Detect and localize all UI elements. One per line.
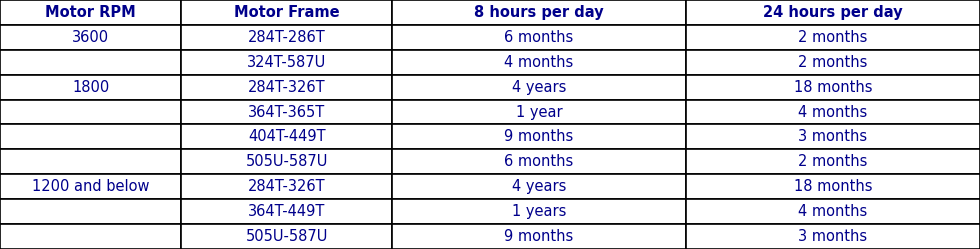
Bar (181, 75, 392, 100)
Bar (686, 75, 980, 100)
Text: 284T-326T: 284T-326T (248, 80, 325, 95)
Bar (0, 174, 181, 199)
Bar (0, 0, 181, 25)
Text: 364T-449T: 364T-449T (248, 204, 325, 219)
Text: 505U-587U: 505U-587U (245, 154, 328, 169)
Bar (392, 25, 686, 50)
Text: 3 months: 3 months (799, 229, 867, 244)
Text: 9 months: 9 months (505, 129, 573, 144)
Text: 364T-365T: 364T-365T (248, 105, 325, 120)
Bar (0, 50, 181, 75)
Bar (181, 124, 392, 149)
Bar (392, 50, 686, 75)
Bar (0, 25, 181, 50)
Text: 1800: 1800 (72, 80, 110, 95)
Text: 2 months: 2 months (799, 30, 867, 45)
Bar (686, 124, 980, 149)
Text: 404T-449T: 404T-449T (248, 129, 325, 144)
Bar (181, 50, 392, 75)
Bar (686, 224, 980, 249)
Text: 4 months: 4 months (505, 55, 573, 70)
Text: Motor RPM: Motor RPM (45, 5, 136, 20)
Text: 4 months: 4 months (799, 105, 867, 120)
Bar (686, 0, 980, 25)
Text: 3 months: 3 months (799, 129, 867, 144)
Text: 3600: 3600 (73, 30, 109, 45)
Bar (686, 149, 980, 174)
Bar (392, 124, 686, 149)
Bar (0, 124, 181, 149)
Bar (686, 199, 980, 224)
Bar (181, 149, 392, 174)
Bar (181, 199, 392, 224)
Bar (181, 25, 392, 50)
Text: 18 months: 18 months (794, 179, 872, 194)
Bar (392, 174, 686, 199)
Bar (181, 224, 392, 249)
Text: 9 months: 9 months (505, 229, 573, 244)
Text: 6 months: 6 months (505, 30, 573, 45)
Text: 24 hours per day: 24 hours per day (763, 5, 903, 20)
Text: 4 months: 4 months (799, 204, 867, 219)
Bar (686, 50, 980, 75)
Text: 2 months: 2 months (799, 154, 867, 169)
Bar (392, 199, 686, 224)
Bar (0, 75, 181, 100)
Text: 284T-286T: 284T-286T (248, 30, 325, 45)
Bar (181, 174, 392, 199)
Text: 284T-326T: 284T-326T (248, 179, 325, 194)
Bar (686, 100, 980, 124)
Bar (0, 224, 181, 249)
Text: 18 months: 18 months (794, 80, 872, 95)
Text: 8 hours per day: 8 hours per day (474, 5, 604, 20)
Text: 505U-587U: 505U-587U (245, 229, 328, 244)
Bar (392, 0, 686, 25)
Bar (392, 224, 686, 249)
Text: 1 years: 1 years (512, 204, 566, 219)
Text: 4 years: 4 years (512, 80, 566, 95)
Bar (0, 199, 181, 224)
Text: 1200 and below: 1200 and below (32, 179, 149, 194)
Bar (392, 100, 686, 124)
Bar (181, 0, 392, 25)
Text: 6 months: 6 months (505, 154, 573, 169)
Bar (392, 149, 686, 174)
Bar (686, 25, 980, 50)
Text: 4 years: 4 years (512, 179, 566, 194)
Bar (392, 75, 686, 100)
Bar (181, 100, 392, 124)
Bar (0, 149, 181, 174)
Text: Motor Frame: Motor Frame (234, 5, 339, 20)
Bar (0, 100, 181, 124)
Text: 324T-587U: 324T-587U (247, 55, 326, 70)
Text: 1 year: 1 year (515, 105, 563, 120)
Bar (686, 174, 980, 199)
Text: 2 months: 2 months (799, 55, 867, 70)
